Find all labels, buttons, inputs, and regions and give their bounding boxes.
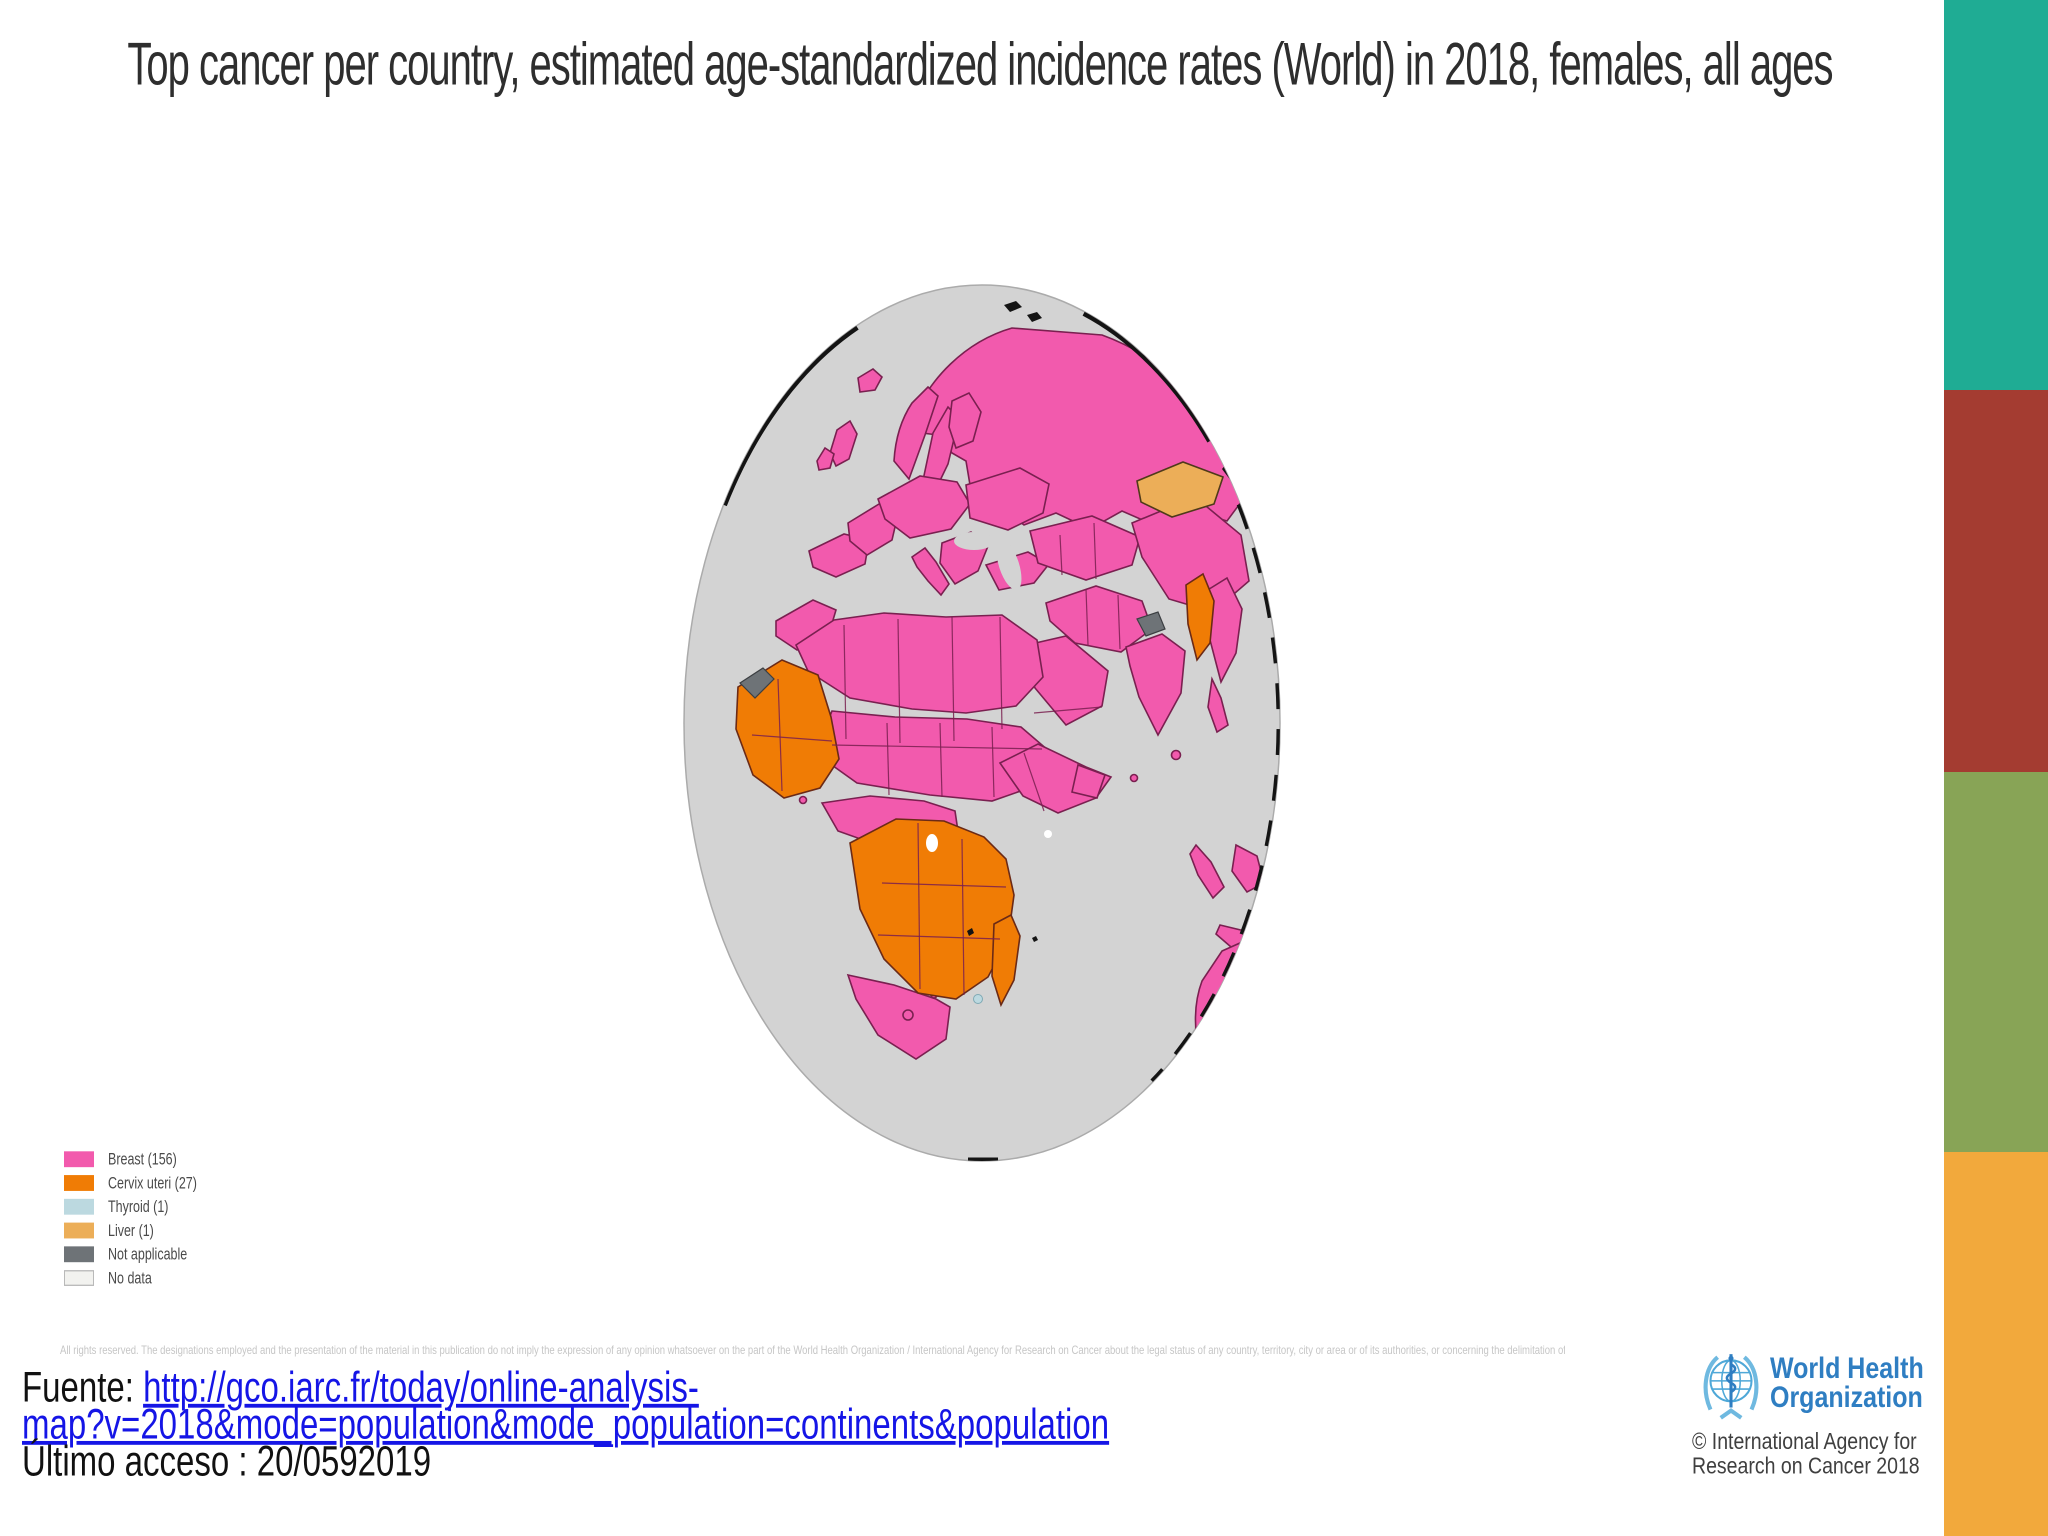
map-disclaimer-fineprint: All rights reserved. The designations em… — [60, 1344, 1565, 1358]
who-name: World Health Organization — [1770, 1351, 1924, 1414]
legend-item: Liver (1) — [64, 1220, 197, 1240]
right-color-sidebar — [1944, 0, 2048, 1536]
legend-swatch-no-data — [64, 1269, 94, 1286]
source-last-access: Último acceso : 20/0592019 — [22, 1437, 432, 1485]
source-link-line2[interactable]: map?v=2018&mode=population&mode_populati… — [22, 1400, 1110, 1448]
legend-item: No data — [64, 1268, 197, 1287]
iarc-line1: © International Agency for — [1692, 1428, 1917, 1455]
who-name-line2: Organization — [1770, 1380, 1923, 1414]
globe-limb-shadows — [721, 301, 1280, 1161]
legend-item: Cervix uteri (27) — [64, 1173, 197, 1192]
sidebar-block-green — [1944, 772, 2048, 1152]
legend-label: Thyroid (1) — [108, 1196, 169, 1216]
legend-label: Cervix uteri (27) — [108, 1173, 197, 1192]
legend-label: Not applicable — [108, 1244, 188, 1263]
who-name-line1: World Health — [1770, 1351, 1924, 1386]
legend-item: Not applicable — [64, 1244, 197, 1263]
legend-item: Breast (156) — [64, 1149, 197, 1168]
map-legend: Breast (156) Cervix uteri (27) Thyroid (… — [64, 1149, 197, 1293]
world-map-globe — [683, 284, 1281, 1162]
who-emblem-icon — [1703, 1354, 1759, 1420]
iarc-credit: © International Agency for Research on C… — [1692, 1428, 1920, 1480]
sidebar-block-red — [1944, 390, 2048, 772]
not-applicable-regions — [739, 611, 1166, 699]
iarc-line2: Research on Cancer 2018 — [1692, 1453, 1920, 1480]
caspian-sea — [996, 540, 1022, 590]
legend-swatch-thyroid — [64, 1198, 94, 1215]
sidebar-block-teal — [1944, 0, 2048, 390]
black-sea — [954, 532, 994, 550]
legend-label: Liver (1) — [108, 1220, 154, 1240]
legend-swatch-liver — [64, 1221, 94, 1238]
source-prefix: Fuente: — [22, 1362, 144, 1411]
legend-swatch-not-applicable — [64, 1245, 94, 1262]
legend-label: No data — [108, 1268, 152, 1287]
legend-label: Breast (156) — [108, 1149, 177, 1168]
source-link-line1[interactable]: http://gco.iarc.fr/today/online-analysis… — [143, 1362, 699, 1411]
thyroid-country — [973, 994, 983, 1004]
source-line-2: map?v=2018&mode=population&mode_populati… — [22, 1403, 1109, 1445]
country-borders — [751, 522, 1121, 996]
cervix-uteri-countries — [735, 572, 1215, 1008]
source-citation: Fuente: http://gco.iarc.fr/today/online-… — [22, 1365, 1109, 1485]
lakes — [926, 830, 1052, 852]
sidebar-block-amber — [1944, 1152, 2048, 1536]
legend-swatch-breast — [64, 1150, 94, 1167]
legend-item: Thyroid (1) — [64, 1196, 197, 1216]
slide-title: Top cancer per country, estimated age-st… — [127, 32, 1833, 98]
liver-country-mongolia — [1136, 461, 1225, 518]
legend-swatch-cervix-uteri — [64, 1174, 94, 1191]
source-line-1: Fuente: http://gco.iarc.fr/today/online-… — [22, 1365, 1109, 1407]
